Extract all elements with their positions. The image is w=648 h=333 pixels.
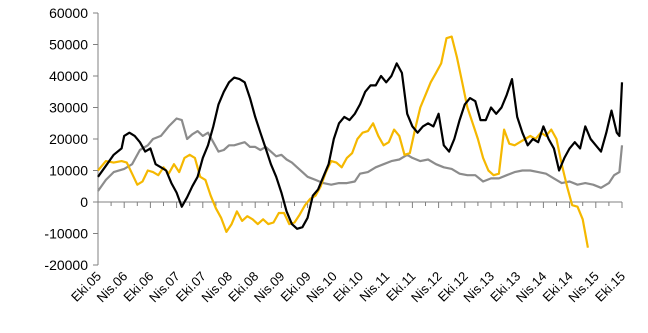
x-tick-label: Eki.15	[592, 269, 628, 305]
y-tick-label: -20000	[44, 257, 88, 273]
y-tick-label: 30000	[49, 100, 88, 116]
y-axis-labels: -20000 -10000 0 10000 20000 30000 40000 50000 60…	[44, 5, 88, 273]
y-tick-label: 20000	[49, 131, 88, 147]
series-line-2	[97, 117, 624, 192]
x-axis-ticks	[97, 202, 623, 208]
series-line-1	[97, 62, 624, 230]
x-axis-labels: Eki.05Nis.06Eki.06Nis.07Eki.07Nis.08Eki.…	[68, 269, 628, 306]
series-lines	[97, 35, 624, 248]
x-tick-label: Nis.11	[356, 269, 392, 305]
y-tick-label: 40000	[49, 68, 88, 84]
series-line-3	[97, 35, 589, 248]
y-tick-label: -10000	[44, 226, 88, 242]
y-tick-label: 50000	[49, 37, 88, 53]
y-tick-label: 60000	[49, 5, 88, 21]
y-axis-ticks	[93, 12, 98, 266]
y-tick-label: 0	[80, 194, 88, 210]
y-tick-label: 10000	[49, 163, 88, 179]
